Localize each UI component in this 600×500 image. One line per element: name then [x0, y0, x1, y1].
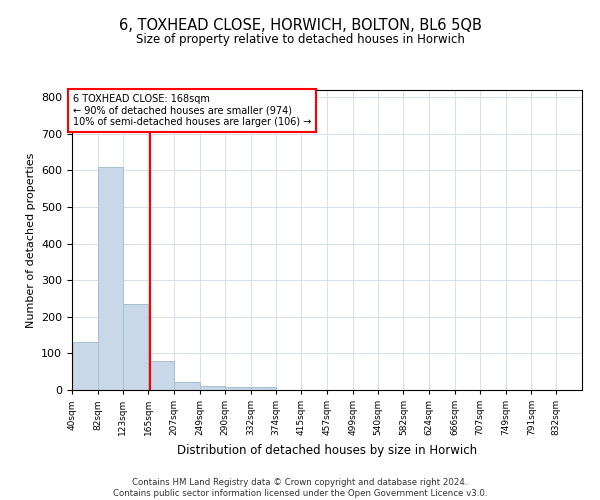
Text: 6 TOXHEAD CLOSE: 168sqm
← 90% of detached houses are smaller (974)
10% of semi-d: 6 TOXHEAD CLOSE: 168sqm ← 90% of detache… — [73, 94, 311, 127]
Bar — [148, 360, 174, 390]
Bar — [225, 387, 251, 390]
Bar — [174, 382, 200, 390]
Bar — [251, 388, 276, 390]
Text: Size of property relative to detached houses in Horwich: Size of property relative to detached ho… — [136, 32, 464, 46]
Bar — [98, 167, 123, 390]
Bar — [200, 386, 225, 390]
Text: Contains HM Land Registry data © Crown copyright and database right 2024.
Contai: Contains HM Land Registry data © Crown c… — [113, 478, 487, 498]
Bar — [72, 342, 98, 390]
X-axis label: Distribution of detached houses by size in Horwich: Distribution of detached houses by size … — [177, 444, 477, 456]
Y-axis label: Number of detached properties: Number of detached properties — [26, 152, 35, 328]
Text: 6, TOXHEAD CLOSE, HORWICH, BOLTON, BL6 5QB: 6, TOXHEAD CLOSE, HORWICH, BOLTON, BL6 5… — [119, 18, 481, 32]
Bar — [123, 304, 148, 390]
